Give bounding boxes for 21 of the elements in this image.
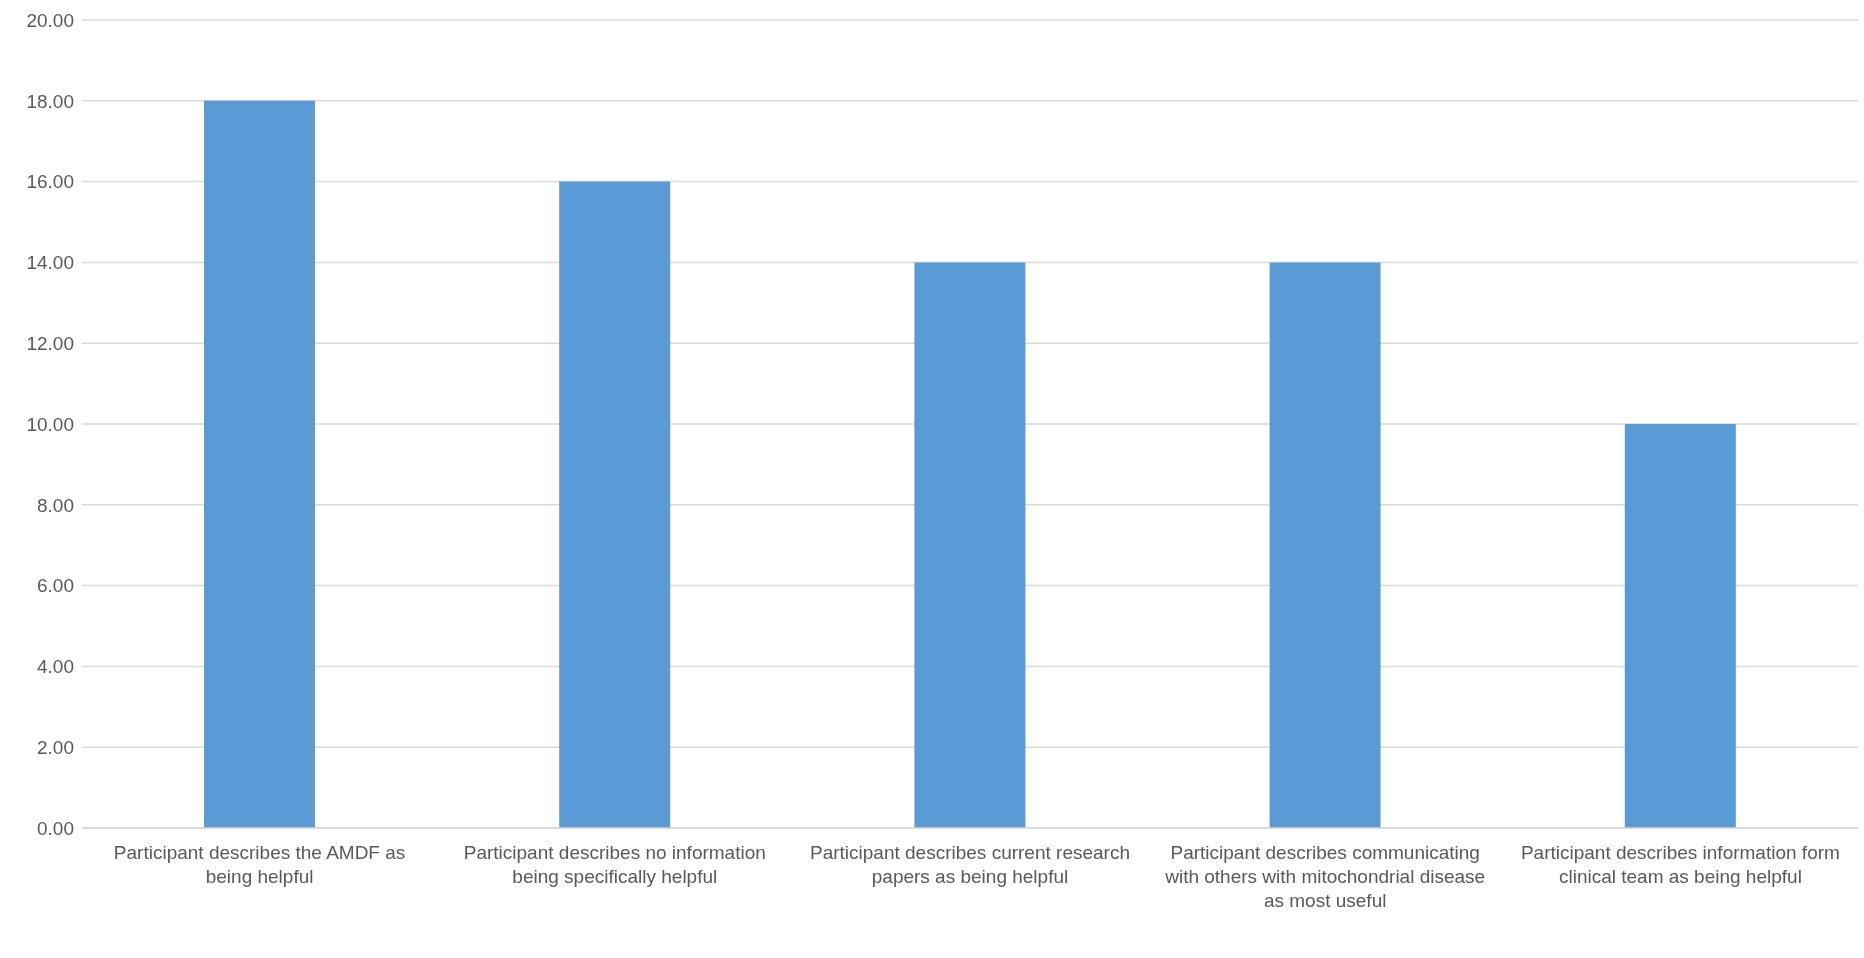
y-tick-label: 0.00 [37, 817, 74, 839]
y-tick-label: 16.00 [26, 171, 74, 193]
y-tick-label: 18.00 [26, 90, 74, 112]
y-tick-label: 14.00 [26, 252, 74, 274]
x-tick-label: Participant describes the AMDF as being helpful [113, 842, 406, 887]
bar [204, 100, 315, 828]
y-tick-label: 6.00 [37, 575, 74, 597]
y-tick-label: 20.00 [26, 9, 74, 31]
y-tick-label: 12.00 [26, 332, 74, 354]
x-tick-label: Participant describes information form clinical team as being helpful [1520, 842, 1840, 887]
y-tick-label: 10.00 [26, 413, 74, 435]
y-tick-label: 8.00 [37, 494, 74, 516]
bar [1269, 262, 1381, 828]
y-tick-label: 4.00 [37, 656, 74, 678]
bar [914, 262, 1026, 828]
x-tick-label: Participant describes communicating with others with mitochondrial disease as most useful [1164, 842, 1486, 911]
x-tick-label: Participant describes no information being specifically helpful [463, 842, 766, 887]
x-tick-label: Participant describes current research papers as being helpful [810, 842, 1130, 887]
bar [559, 181, 671, 828]
y-tick-label: 2.00 [37, 736, 74, 758]
bar [1624, 424, 1736, 828]
